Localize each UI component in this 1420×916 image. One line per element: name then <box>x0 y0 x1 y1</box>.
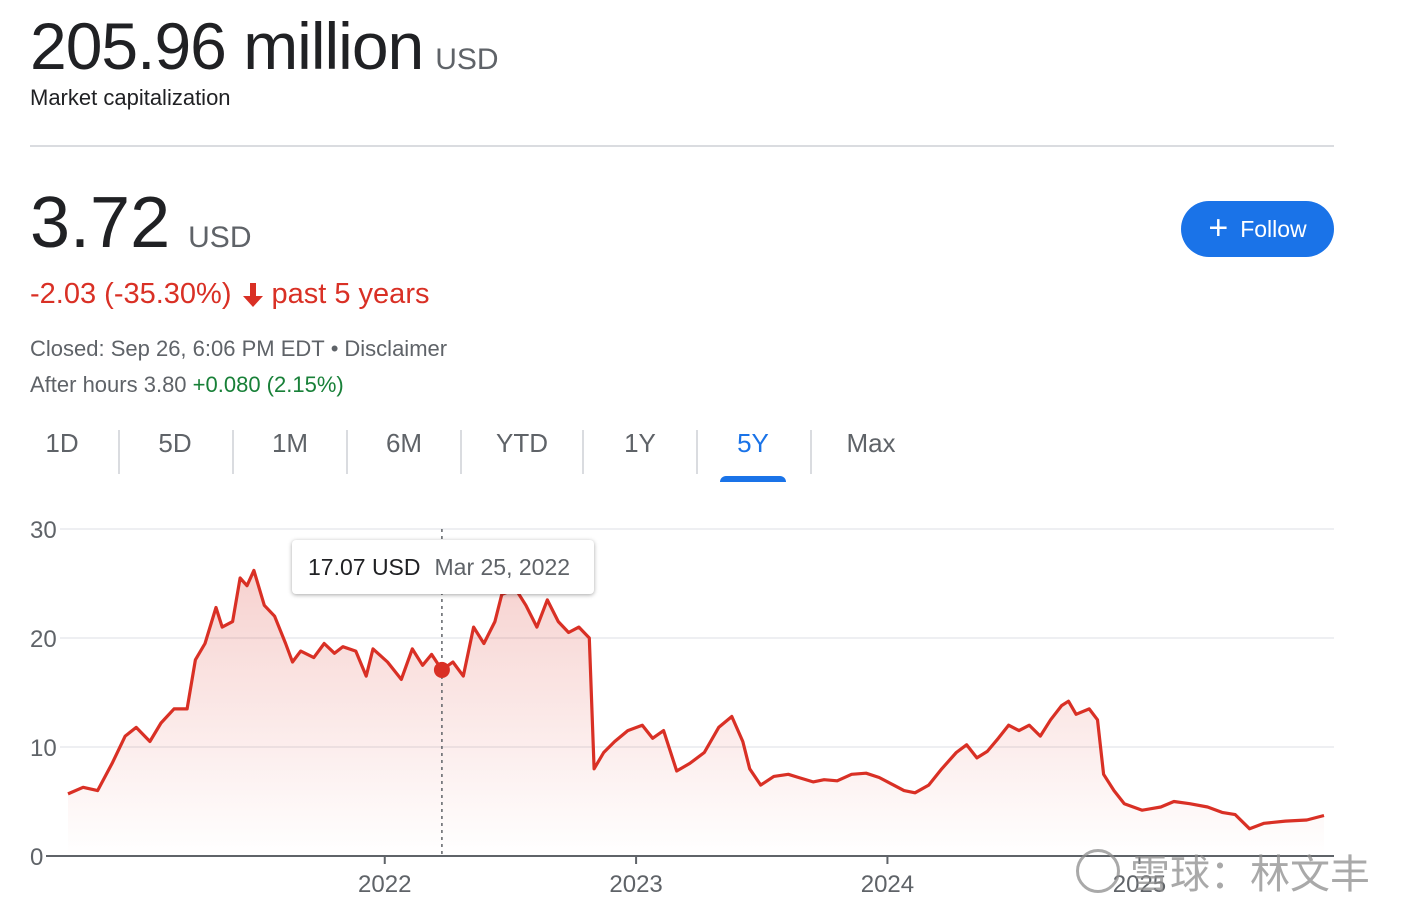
y-tick-label: 0 <box>30 844 43 871</box>
tab-separator <box>696 430 698 474</box>
tab-5y[interactable]: 5Y <box>720 428 786 482</box>
price-value: 3.72 <box>30 183 171 263</box>
y-tick-label: 20 <box>30 626 57 653</box>
y-tick-label: 30 <box>30 517 57 544</box>
after-hours: After hours 3.80 +0.080 (2.15%) <box>30 372 344 398</box>
market-cap-value: 205.96 million <box>30 9 424 83</box>
chart-tooltip: 17.07 USD Mar 25, 2022 <box>292 540 594 594</box>
y-tick-label: 10 <box>30 735 57 762</box>
tooltip-price: 17.07 USD <box>308 553 421 580</box>
tab-ytd[interactable]: YTD <box>496 428 548 458</box>
tab-1d[interactable]: 1D <box>45 428 79 458</box>
hover-point <box>433 661 450 678</box>
after-hours-label: After hours 3.80 <box>30 372 187 397</box>
tab-1m[interactable]: 1M <box>271 428 309 458</box>
follow-button[interactable]: + Follow <box>1181 201 1334 257</box>
x-tick-label: 2025 <box>1113 871 1166 898</box>
after-hours-change: +0.080 (2.15%) <box>192 372 344 397</box>
watermark: 雪球：林文丰 <box>1076 842 1370 900</box>
market-cap-unit: USD <box>435 43 499 76</box>
price-change: -2.03 (-35.30%) past 5 years <box>30 278 429 311</box>
tab-1y[interactable]: 1Y <box>624 428 656 458</box>
tooltip-date: Mar 25, 2022 <box>434 553 571 580</box>
disclaimer-link[interactable]: Disclaimer <box>344 336 448 361</box>
tab-separator <box>118 430 120 474</box>
tab-separator <box>810 430 812 474</box>
tab-separator <box>232 430 234 474</box>
market-status: Closed: Sep 26, 6:06 PM EDT • Disclaimer <box>30 336 447 362</box>
price-unit: USD <box>188 221 252 254</box>
y-axis-labels: 0 10 20 30 <box>30 517 57 871</box>
tab-5d[interactable]: 5D <box>158 428 192 458</box>
change-value: -2.03 (-35.30%) <box>30 278 232 310</box>
market-cap-label: Market capitalization <box>30 85 231 110</box>
section-divider <box>30 145 1334 147</box>
market-cap: 205.96 million USD <box>30 8 499 84</box>
closed-time: Closed: Sep 26, 6:06 PM EDT <box>30 336 325 361</box>
x-tick-label: 2022 <box>358 871 411 898</box>
x-tick-label: 2023 <box>609 871 662 898</box>
x-axis-ticks: 2022 2023 2024 2025 <box>358 856 1166 898</box>
arrow-down-icon <box>242 282 264 307</box>
price-area <box>68 570 1324 856</box>
follow-label: Follow <box>1240 215 1307 242</box>
watermark-text: 雪球：林文丰 <box>1130 852 1370 898</box>
tab-separator <box>346 430 348 474</box>
tab-6m[interactable]: 6M <box>385 428 423 458</box>
price-chart[interactable]: 0 10 20 30 2022 2023 2024 2025 <box>0 490 1420 910</box>
price-line <box>67 568 1325 831</box>
tab-max[interactable]: Max <box>846 428 896 458</box>
tab-separator <box>582 430 584 474</box>
change-period: past 5 years <box>271 278 430 310</box>
status-separator: • <box>330 336 339 361</box>
snowball-logo-icon <box>1076 849 1120 893</box>
tab-separator <box>460 430 462 474</box>
x-tick-label: 2024 <box>861 871 914 898</box>
stock-price: 3.72 USD <box>30 182 251 264</box>
plus-icon: + <box>1208 208 1229 247</box>
